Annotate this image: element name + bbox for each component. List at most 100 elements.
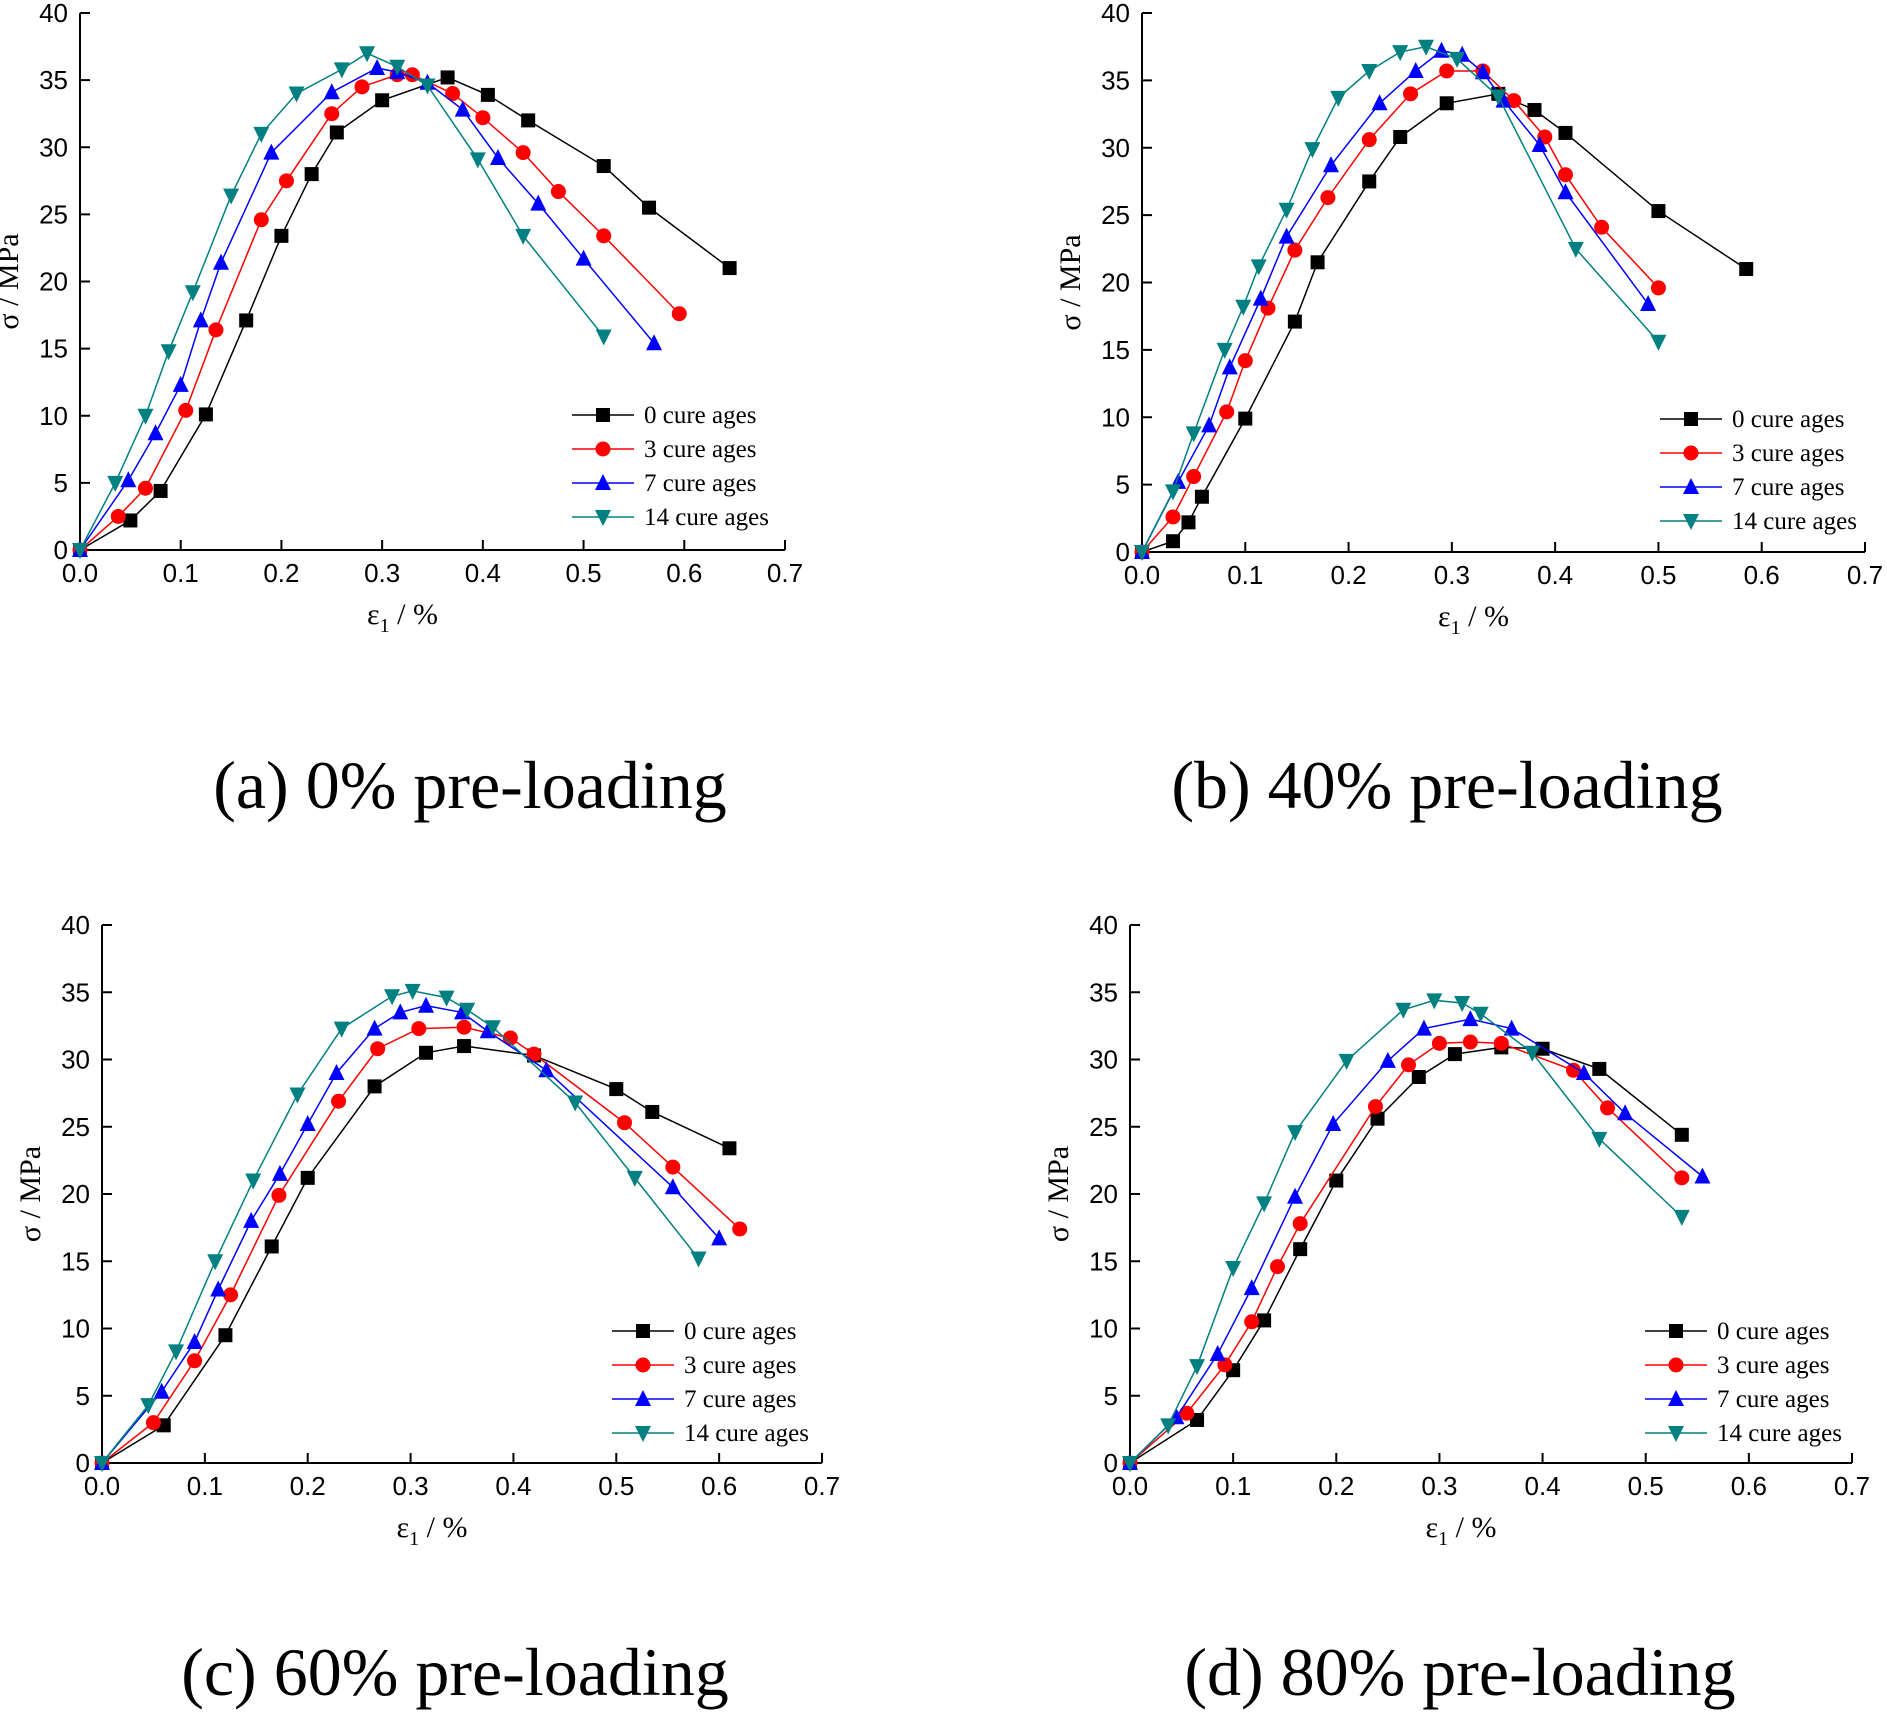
- legend-label: 7 cure ages: [644, 470, 756, 497]
- data-point: [264, 1239, 279, 1254]
- data-point: [239, 313, 254, 328]
- data-point: [1600, 1100, 1616, 1116]
- data-point: [521, 113, 536, 128]
- data-point: [331, 1093, 347, 1109]
- data-point: [123, 513, 138, 528]
- data-point: [172, 375, 189, 392]
- data-point: [1278, 202, 1295, 219]
- series-line: [1141, 93, 1747, 553]
- data-point: [147, 424, 164, 441]
- data-point: [366, 1019, 383, 1036]
- y-axis-title: σ / MPa: [1054, 234, 1087, 330]
- data-point: [1323, 156, 1340, 173]
- series-7-cure-ages: [1134, 41, 1657, 559]
- y-tick-label: 35: [1101, 65, 1130, 95]
- data-point: [1527, 103, 1542, 118]
- legend-label: 14 cure ages: [1732, 508, 1857, 535]
- data-point: [1185, 426, 1202, 443]
- data-point: [642, 200, 657, 215]
- y-tick-label: 0: [76, 1448, 90, 1478]
- data-point: [271, 1187, 287, 1203]
- data-point: [370, 1041, 386, 1057]
- legend-label: 7 cure ages: [1732, 474, 1844, 501]
- data-point: [1201, 416, 1218, 433]
- data-point: [1493, 1035, 1509, 1051]
- x-tick-label: 0.1: [1227, 560, 1263, 590]
- data-point: [1694, 1167, 1711, 1184]
- legend-label: 3 cure ages: [644, 436, 756, 463]
- y-tick-label: 0: [1104, 1448, 1118, 1478]
- data-point: [484, 1020, 501, 1037]
- data-point: [1393, 129, 1408, 144]
- x-tick-label: 0.0: [84, 1471, 120, 1501]
- y-tick-label: 25: [1089, 1112, 1118, 1142]
- data-point: [1219, 404, 1235, 420]
- data-point: [1165, 534, 1180, 549]
- data-point: [1673, 1209, 1690, 1226]
- series-line: [101, 1045, 730, 1464]
- y-tick-label: 30: [39, 132, 68, 162]
- data-point: [480, 87, 495, 102]
- data-point: [596, 159, 611, 174]
- data-point: [1310, 255, 1325, 270]
- data-point: [1594, 219, 1610, 235]
- data-point: [120, 471, 137, 488]
- data-point: [1287, 1187, 1304, 1204]
- data-point: [1361, 63, 1378, 80]
- x-tick-label: 0.5: [1640, 560, 1676, 590]
- data-point: [1320, 190, 1336, 206]
- data-point: [418, 996, 434, 1013]
- legend-marker: [1669, 1324, 1683, 1338]
- chart-panel-4: 0.0 0.1 0.2 0.3 0.4 0.5 0.6 0.7 0 5 10 15 20 25 30 35 40…: [1042, 910, 1870, 1710]
- y-tick-label: 10: [1089, 1314, 1118, 1344]
- series-7-cure-ages: [1122, 1010, 1711, 1470]
- data-point: [1287, 1125, 1304, 1142]
- panel-caption: (a) 0% pre-loading: [213, 747, 727, 823]
- y-tick-label: 20: [39, 267, 68, 297]
- y-tick-label: 30: [1101, 133, 1130, 163]
- data-point: [323, 83, 340, 100]
- data-point: [1567, 241, 1584, 258]
- series-line: [101, 990, 700, 1464]
- data-point: [690, 1251, 707, 1268]
- x-tick-label: 0.0: [1112, 1471, 1148, 1501]
- data-point: [1447, 1047, 1462, 1062]
- data-point: [213, 253, 229, 270]
- data-point: [1209, 1345, 1226, 1362]
- x-axis-symbol: ε: [1438, 600, 1451, 633]
- data-point: [1449, 51, 1466, 68]
- y-tick-label: 15: [61, 1246, 90, 1276]
- data-point: [530, 194, 547, 211]
- legend-marker: [635, 1426, 651, 1442]
- x-tick-label: 0.2: [1318, 1471, 1354, 1501]
- data-point: [107, 475, 124, 492]
- series-line: [1141, 45, 1659, 553]
- data-point: [271, 1164, 288, 1181]
- data-point: [609, 1082, 624, 1097]
- data-point: [300, 1170, 315, 1185]
- legend-marker: [1683, 445, 1699, 461]
- data-point: [1325, 1115, 1342, 1132]
- series-14-cure-ages: [94, 983, 707, 1472]
- legend-marker: [1668, 1426, 1684, 1442]
- series-line: [79, 67, 655, 551]
- data-point: [438, 990, 455, 1007]
- legend-marker: [596, 408, 610, 422]
- data-point: [184, 285, 201, 302]
- legend-label: 0 cure ages: [684, 1318, 796, 1345]
- series-line: [101, 1026, 741, 1464]
- x-tick-label: 0.4: [1537, 560, 1573, 590]
- chart-panel-1: 0.0 0.1 0.2 0.3 0.4 0.5 0.6 0.7 0 5 10 15 20 25 30 35 40…: [0, 0, 803, 823]
- x-tick-label: 0.2: [263, 558, 299, 588]
- x-tick-label: 0.7: [804, 1471, 840, 1501]
- data-point: [375, 93, 390, 108]
- data-point: [664, 1178, 681, 1195]
- data-point: [1225, 1260, 1242, 1277]
- data-point: [1575, 1063, 1592, 1080]
- data-point: [245, 1173, 262, 1190]
- x-tick-label: 0.1: [187, 1471, 223, 1501]
- y-tick-label: 10: [61, 1314, 90, 1344]
- panel-caption: (d) 80% pre-loading: [1184, 1634, 1735, 1710]
- y-tick-label: 5: [54, 468, 68, 498]
- y-tick-label: 25: [39, 199, 68, 229]
